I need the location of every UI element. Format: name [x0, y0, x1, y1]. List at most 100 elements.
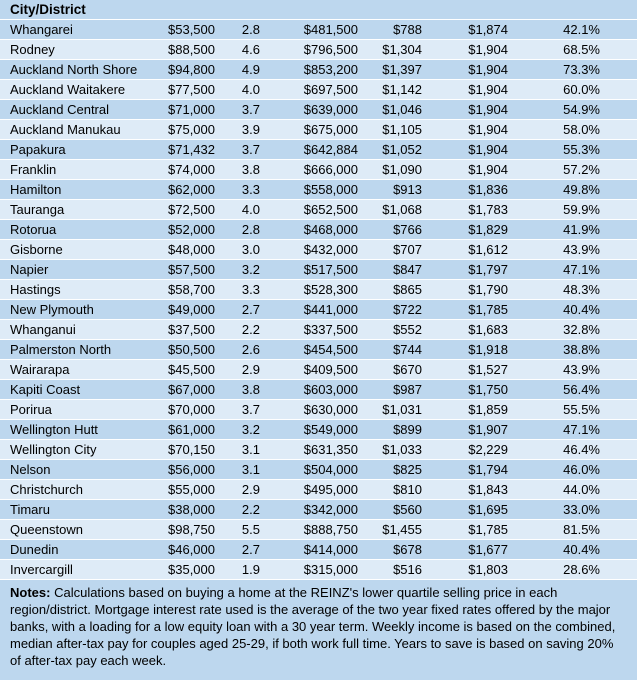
- value-cell: $70,000: [162, 399, 215, 419]
- value-cell: $1,304: [358, 39, 422, 59]
- value-cell: 28.6%: [508, 559, 637, 579]
- table-row: Hamilton $62,000 3.3 $558,000 $913 $1,836 49.8…: [0, 179, 637, 199]
- value-cell: $49,000: [162, 299, 215, 319]
- value-cell: $1,874: [422, 19, 508, 39]
- value-cell: 55.5%: [508, 399, 637, 419]
- table-row: Papakura $71,432 3.7 $642,884 $1,052 $1,904 55…: [0, 139, 637, 159]
- value-cell: $1,090: [358, 159, 422, 179]
- value-cell: $1,046: [358, 99, 422, 119]
- value-cell: 59.9%: [508, 199, 637, 219]
- value-cell: $675,000: [260, 119, 358, 139]
- value-cell: $35,000: [162, 559, 215, 579]
- value-cell: $315,000: [260, 559, 358, 579]
- value-cell: 49.8%: [508, 179, 637, 199]
- value-cell: 56.4%: [508, 379, 637, 399]
- column-header-city-district: City/District: [10, 2, 86, 17]
- value-cell: $1,142: [358, 79, 422, 99]
- value-cell: 3.8: [215, 159, 260, 179]
- value-cell: $847: [358, 259, 422, 279]
- city-cell: New Plymouth: [0, 299, 162, 319]
- city-cell: Tauranga: [0, 199, 162, 219]
- city-cell: Papakura: [0, 139, 162, 159]
- table-row: Gisborne $48,000 3.0 $432,000 $707 $1,612 43.9…: [0, 239, 637, 259]
- city-cell: Wellington City: [0, 439, 162, 459]
- value-cell: $1,612: [422, 239, 508, 259]
- city-cell: Porirua: [0, 399, 162, 419]
- city-cell: Christchurch: [0, 479, 162, 499]
- value-cell: $1,750: [422, 379, 508, 399]
- table-row: Kapiti Coast $67,000 3.8 $603,000 $987 $1,750…: [0, 379, 637, 399]
- value-cell: 55.3%: [508, 139, 637, 159]
- value-cell: $1,829: [422, 219, 508, 239]
- value-cell: 47.1%: [508, 419, 637, 439]
- value-cell: $528,300: [260, 279, 358, 299]
- city-cell: Auckland Manukau: [0, 119, 162, 139]
- value-cell: 47.1%: [508, 259, 637, 279]
- value-cell: $1,904: [422, 119, 508, 139]
- value-cell: 4.0: [215, 199, 260, 219]
- value-cell: 3.3: [215, 279, 260, 299]
- value-cell: 40.4%: [508, 299, 637, 319]
- value-cell: $70,150: [162, 439, 215, 459]
- value-cell: $603,000: [260, 379, 358, 399]
- city-cell: Wellington Hutt: [0, 419, 162, 439]
- value-cell: $432,000: [260, 239, 358, 259]
- value-cell: 2.2: [215, 319, 260, 339]
- value-cell: 3.2: [215, 259, 260, 279]
- table-row: Christchurch $55,000 2.9 $495,000 $810 $1,843…: [0, 479, 637, 499]
- value-cell: $88,500: [162, 39, 215, 59]
- value-cell: $1,783: [422, 199, 508, 219]
- city-cell: Gisborne: [0, 239, 162, 259]
- value-cell: $71,432: [162, 139, 215, 159]
- value-cell: 4.9: [215, 59, 260, 79]
- value-cell: $2,229: [422, 439, 508, 459]
- value-cell: $50,500: [162, 339, 215, 359]
- city-cell: Franklin: [0, 159, 162, 179]
- value-cell: $409,500: [260, 359, 358, 379]
- table-row: Tauranga $72,500 4.0 $652,500 $1,068 $1,783 59…: [0, 199, 637, 219]
- value-cell: $337,500: [260, 319, 358, 339]
- value-cell: $1,068: [358, 199, 422, 219]
- table-row: Napier $57,500 3.2 $517,500 $847 $1,797 47.1%: [0, 259, 637, 279]
- value-cell: 58.0%: [508, 119, 637, 139]
- value-cell: 48.3%: [508, 279, 637, 299]
- value-cell: $788: [358, 19, 422, 39]
- value-cell: 60.0%: [508, 79, 637, 99]
- table-row: Rodney $88,500 4.6 $796,500 $1,304 $1,904 68.5…: [0, 39, 637, 59]
- value-cell: 1.9: [215, 559, 260, 579]
- value-cell: 2.6: [215, 339, 260, 359]
- value-cell: 2.7: [215, 299, 260, 319]
- value-cell: $1,918: [422, 339, 508, 359]
- value-cell: $1,836: [422, 179, 508, 199]
- city-cell: Rotorua: [0, 219, 162, 239]
- city-cell: Timaru: [0, 499, 162, 519]
- value-cell: 3.7: [215, 399, 260, 419]
- value-cell: $744: [358, 339, 422, 359]
- value-cell: $71,000: [162, 99, 215, 119]
- value-cell: $56,000: [162, 459, 215, 479]
- value-cell: $46,000: [162, 539, 215, 559]
- value-cell: $666,000: [260, 159, 358, 179]
- value-cell: 4.6: [215, 39, 260, 59]
- value-cell: $61,000: [162, 419, 215, 439]
- value-cell: 73.3%: [508, 59, 637, 79]
- value-cell: $766: [358, 219, 422, 239]
- value-cell: $1,527: [422, 359, 508, 379]
- value-cell: $1,904: [422, 99, 508, 119]
- value-cell: $1,397: [358, 59, 422, 79]
- value-cell: $57,500: [162, 259, 215, 279]
- value-cell: $899: [358, 419, 422, 439]
- table-row: Franklin $74,000 3.8 $666,000 $1,090 $1,904 57…: [0, 159, 637, 179]
- value-cell: $58,700: [162, 279, 215, 299]
- table-row: New Plymouth $49,000 2.7 $441,000 $722 $1,785…: [0, 299, 637, 319]
- value-cell: 40.4%: [508, 539, 637, 559]
- value-cell: $697,500: [260, 79, 358, 99]
- table-row: Whanganui $37,500 2.2 $337,500 $552 $1,683 32.…: [0, 319, 637, 339]
- table-row: Auckland Central $71,000 3.7 $639,000 $1,046…: [0, 99, 637, 119]
- value-cell: $1,683: [422, 319, 508, 339]
- city-cell: Whangarei: [0, 19, 162, 39]
- value-cell: $74,000: [162, 159, 215, 179]
- value-cell: $810: [358, 479, 422, 499]
- value-cell: $631,350: [260, 439, 358, 459]
- value-cell: 3.1: [215, 439, 260, 459]
